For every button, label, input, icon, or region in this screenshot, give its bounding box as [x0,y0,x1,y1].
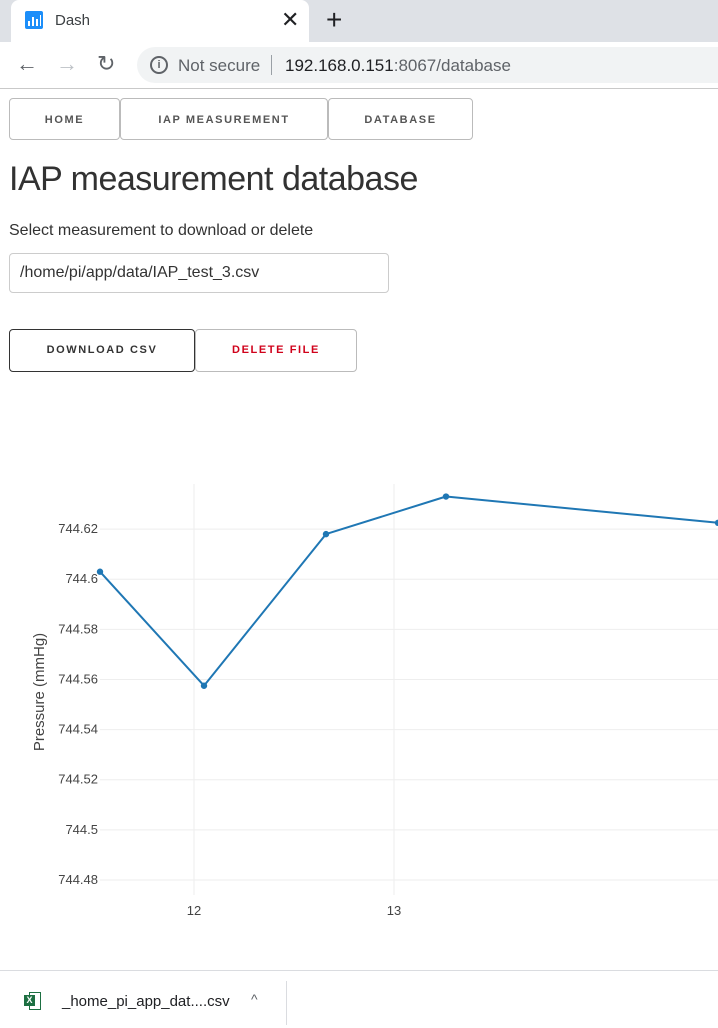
x-tick-label: 12 [187,903,201,918]
nav-database-button[interactable]: DATABASE [328,98,473,140]
browser-tab-dash[interactable]: Dash ✕ [11,0,309,42]
url-path: :8067/database [393,56,511,75]
chart-grid [100,484,718,895]
new-tab-icon[interactable]: + [326,4,343,35]
browser-toolbar: ← → ↻ i Not secure 192.168.0.151:8067/da… [0,42,718,89]
select-label: Select measurement to download or delete [9,222,314,239]
excel-file-icon: X [24,992,41,1010]
y-tick-label: 744.5 [65,822,98,837]
delete-file-button[interactable]: DELETE FILE [195,329,357,372]
download-bar: X _home_pi_app_dat....csv ^ [0,970,718,1028]
y-axis-ticks: 744.48 744.5 744.52 744.54 744.56 744.58 744.6… [58,521,98,887]
y-tick-label: 744.62 [58,521,98,536]
address-separator [271,55,272,75]
x-tick-label: 13 [387,903,401,918]
chevron-up-icon[interactable]: ^ [251,991,258,1007]
address-bar[interactable]: i Not secure 192.168.0.151:8067/database [137,47,718,83]
data-point[interactable] [714,519,718,527]
y-axis-title: Pressure (mmHg) [31,633,48,751]
download-separator [286,981,287,1025]
browser-tabstrip: Dash ✕ + [0,0,718,42]
measurement-file-dropdown[interactable]: /home/pi/app/data/IAP_test_3.csv [9,253,389,293]
x-axis-ticks: 12 13 [187,903,401,918]
data-point[interactable] [442,493,450,500]
y-tick-label: 744.54 [58,722,98,737]
data-point[interactable] [200,682,208,689]
reload-icon[interactable]: ↻ [97,51,116,76]
back-icon[interactable]: ← [16,51,38,76]
nav-home-button[interactable]: HOME [9,98,120,140]
nav-iap-measurement-button[interactable]: IAP MEASUREMENT [120,98,328,140]
tab-title: Dash [55,12,91,29]
info-icon[interactable]: i [150,56,168,74]
forward-icon[interactable]: → [56,51,78,76]
downloaded-file-name[interactable]: _home_pi_app_dat....csv [62,993,230,1010]
y-tick-label: 744.58 [58,621,98,636]
chart-series [96,493,718,689]
y-tick-label: 744.48 [58,872,98,887]
data-point[interactable] [322,530,330,538]
y-tick-label: 744.52 [58,772,98,787]
y-tick-label: 744.56 [58,671,98,686]
data-point[interactable] [96,568,104,575]
series-line[interactable] [99,495,718,687]
y-tick-label: 744.6 [65,571,98,586]
pressure-chart[interactable]: 744.48 744.5 744.52 744.54 744.56 744.58 744.6… [0,470,718,950]
page-title: IAP measurement database [9,160,418,198]
dash-bar-chart-icon [25,11,43,29]
url-text[interactable]: 192.168.0.151:8067/database [285,56,511,76]
close-tab-icon[interactable]: ✕ [281,7,300,32]
url-host: 192.168.0.151 [285,56,394,75]
security-status[interactable]: Not secure [178,56,261,75]
download-csv-button[interactable]: DOWNLOAD CSV [9,329,195,372]
